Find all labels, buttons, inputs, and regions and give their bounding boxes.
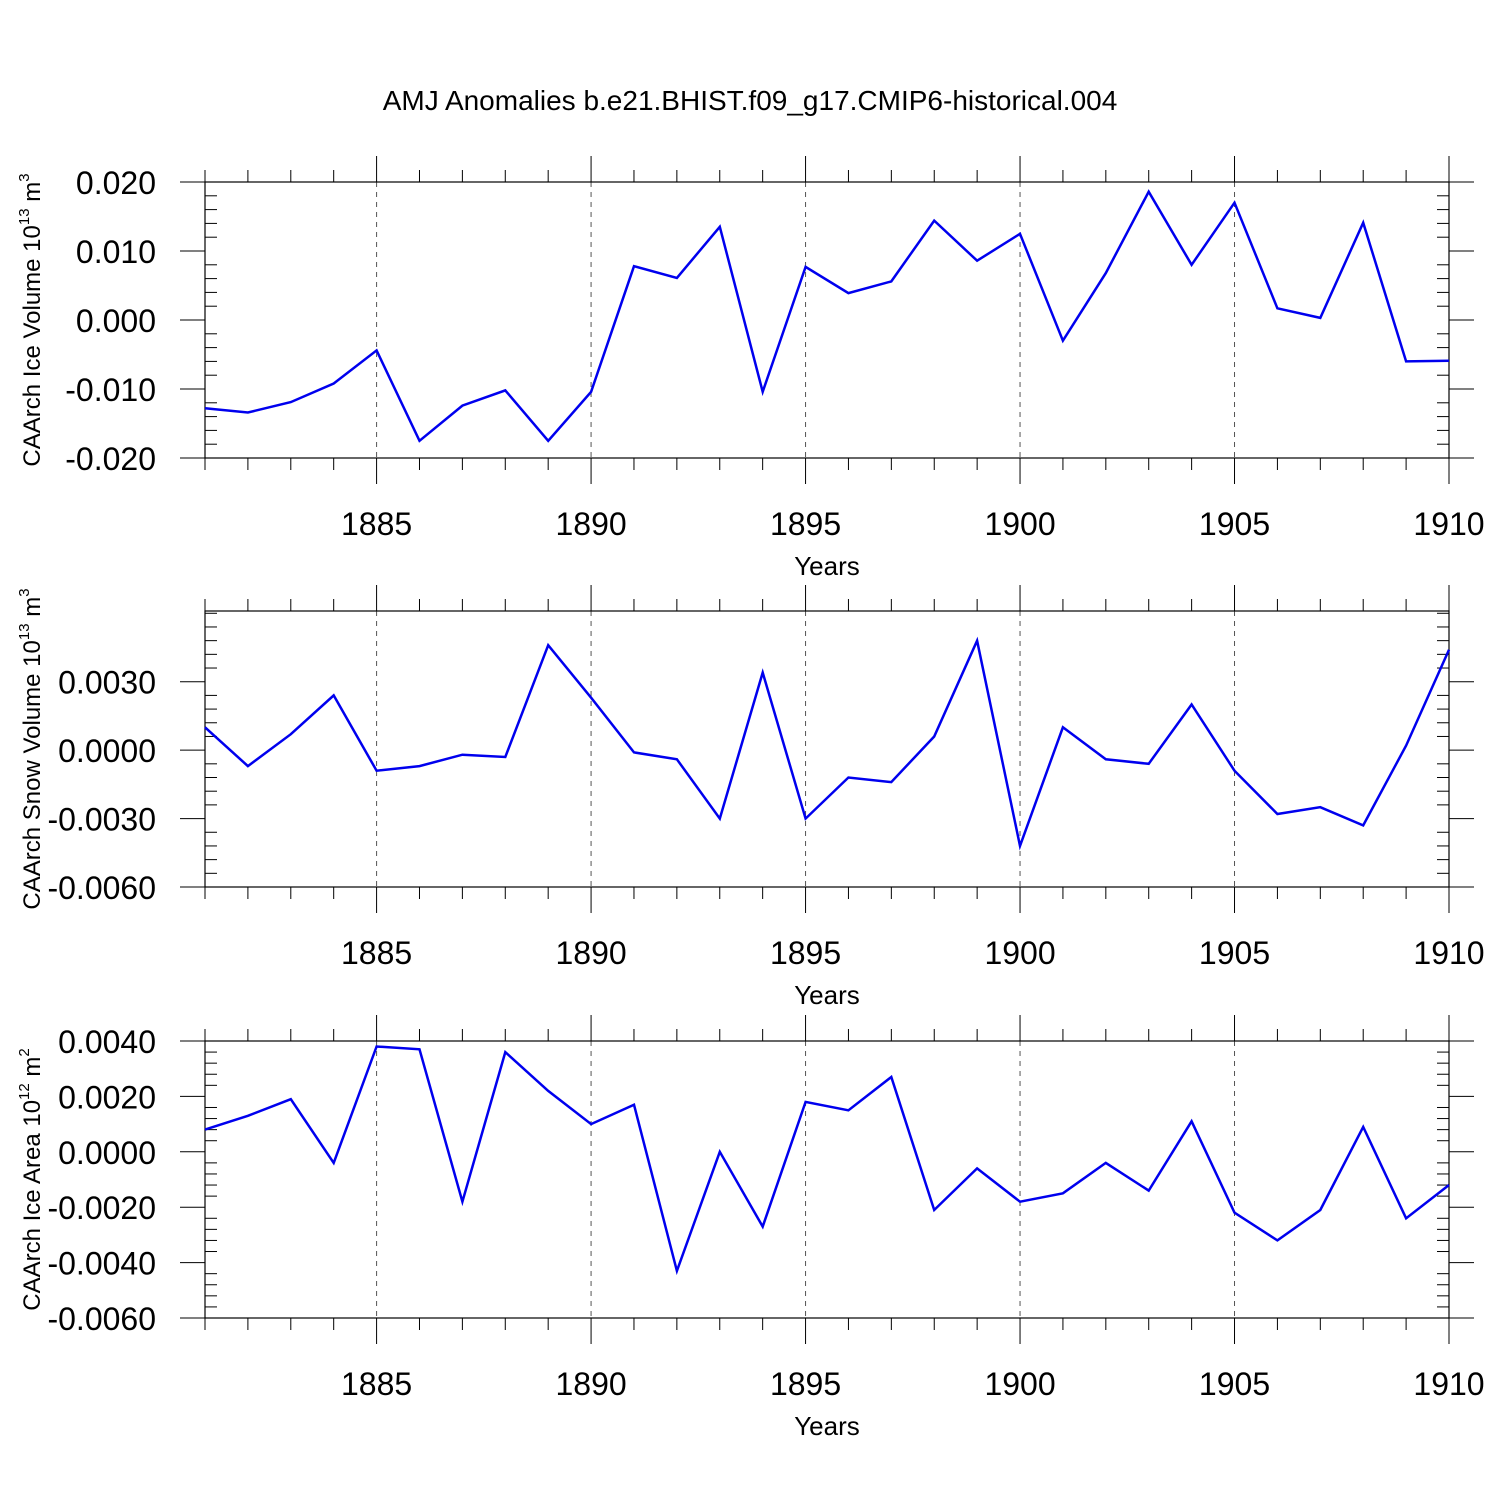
x-tick-label: 1900: [984, 1366, 1055, 1402]
x-tick-label: 1885: [341, 935, 412, 971]
panel-1: -0.020 -0.010 0.000 0.010 0.020 1885 1890 1895 1…: [16, 156, 1485, 581]
y-axis-title-part: CAArch Snow Volume 10: [19, 640, 46, 909]
y-tick-label: 0.010: [76, 234, 156, 270]
x-tick-label: 1900: [984, 506, 1055, 542]
y-tick-label: -0.0060: [47, 1301, 156, 1337]
y-tick-label: 0.0040: [58, 1024, 156, 1060]
x-tick-label: 1885: [341, 506, 412, 542]
y-tick-label: 0.000: [76, 303, 156, 339]
x-tick-label: 1910: [1413, 935, 1484, 971]
y-tick-label: -0.010: [65, 372, 156, 408]
panel-3: -0.0060 -0.0040 -0.0020 0.0000 0.0020 0.0040 1…: [16, 1015, 1485, 1441]
y-tick-label: 0.0020: [58, 1079, 156, 1115]
series-line: [204, 636, 1451, 851]
x-tick-label: 1910: [1413, 506, 1484, 542]
y-axis-title-part: CAArch Ice Volume 10: [19, 225, 46, 466]
x-tick-label: 1900: [984, 935, 1055, 971]
x-tick-label: 1885: [341, 1366, 412, 1402]
x-tick-label: 1890: [555, 506, 626, 542]
y-tick-label: -0.0060: [47, 870, 156, 906]
x-tick-label: 1890: [555, 935, 626, 971]
y-axis-title-part: m: [19, 1057, 46, 1084]
panels: -0.020 -0.010 0.000 0.010 0.020 1885 1890 1895 1…: [16, 156, 1485, 1441]
series-line: [204, 189, 1450, 443]
x-tick-label: 1895: [770, 1366, 841, 1402]
y-axis-title: CAArch Ice Area 1012 m2: [16, 1048, 46, 1310]
x-axis-title: Years: [794, 980, 860, 1010]
x-axis-title: Years: [794, 551, 860, 581]
panel-2: -0.0060 -0.0030 0.0000 0.0030 1885 1890 1895 19…: [16, 585, 1485, 1010]
y-axis-title-superscript: 3: [16, 588, 33, 596]
plot-frame: [204, 1040, 1450, 1319]
y-tick-label: 0.0030: [58, 665, 156, 701]
x-tick-label: 1905: [1199, 506, 1270, 542]
plot-frame: [204, 610, 1450, 888]
x-tick-label: 1895: [770, 935, 841, 971]
y-tick-label: -0.020: [65, 441, 156, 477]
y-axis-title-superscript: 3: [16, 173, 33, 181]
y-axis-title-superscript: 12: [16, 1083, 33, 1100]
y-axis-title-superscript: 2: [16, 1048, 33, 1056]
chart-title: AMJ Anomalies b.e21.BHIST.f09_g17.CMIP6-…: [383, 85, 1118, 116]
plot-frame: [204, 181, 1450, 459]
y-tick-label: -0.0040: [47, 1246, 156, 1282]
y-tick-label: -0.0020: [47, 1190, 156, 1226]
y-tick-label: -0.0030: [47, 802, 156, 838]
y-axis-title: CAArch Snow Volume 1013 m3: [16, 588, 46, 909]
x-tick-label: 1895: [770, 506, 841, 542]
y-axis-title-superscript: 13: [16, 208, 33, 225]
y-axis-title-part: CAArch Ice Area 10: [19, 1100, 46, 1311]
y-tick-label: 0.0000: [58, 733, 156, 769]
y-tick-label: 0.020: [76, 165, 156, 201]
y-axis-title-part: m: [19, 182, 46, 209]
y-axis-title-superscript: 13: [16, 623, 33, 640]
y-axis-title-part: m: [19, 597, 46, 624]
x-tick-label: 1905: [1199, 1366, 1270, 1402]
series-line: [204, 1045, 1450, 1276]
x-tick-label: 1905: [1199, 935, 1270, 971]
x-tick-label: 1890: [555, 1366, 626, 1402]
x-tick-label: 1910: [1413, 1366, 1484, 1402]
y-axis-title: CAArch Ice Volume 1013 m3: [16, 173, 46, 466]
y-tick-label: 0.0000: [58, 1135, 156, 1171]
x-axis-title: Years: [794, 1411, 860, 1441]
